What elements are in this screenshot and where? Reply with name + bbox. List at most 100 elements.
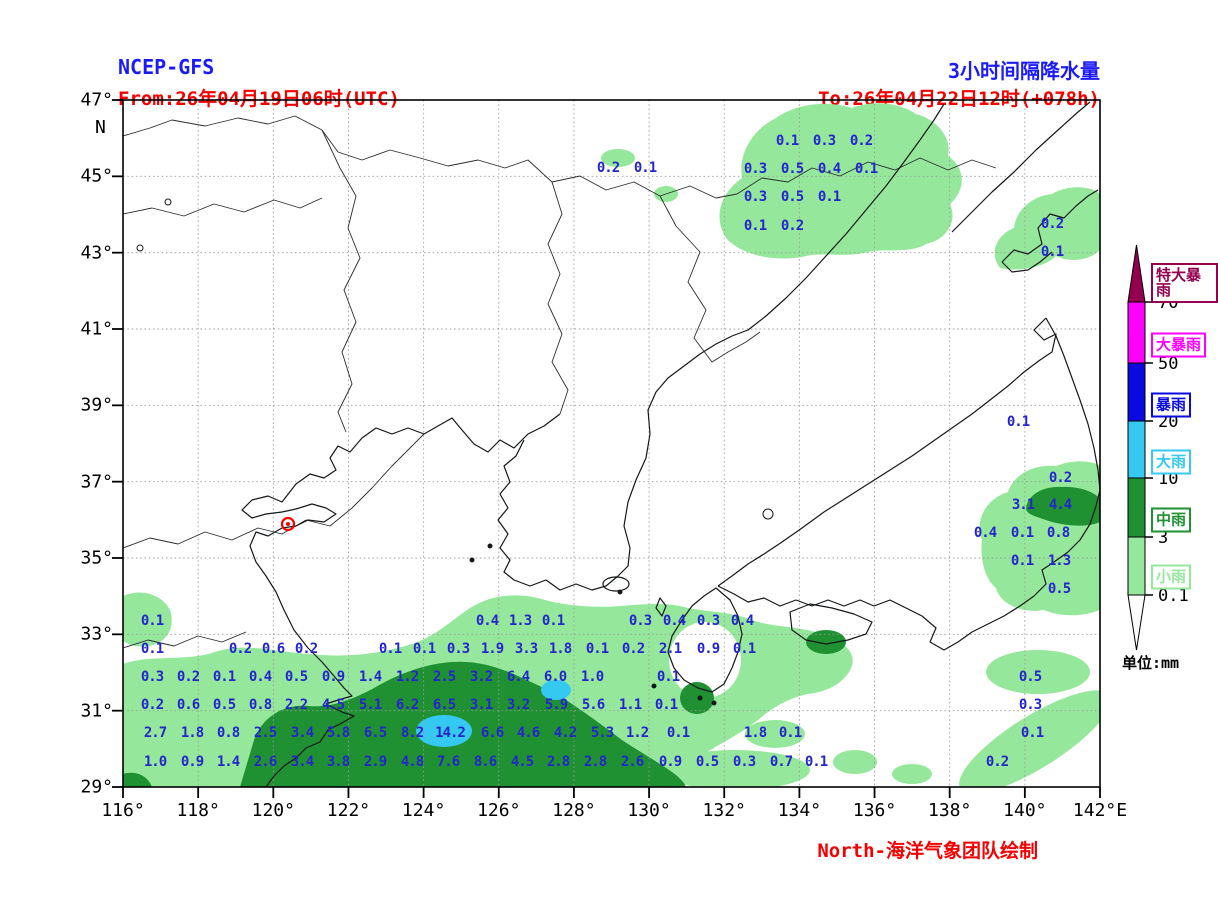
precip-value: 0.9 bbox=[180, 754, 204, 770]
plot-area bbox=[123, 100, 1100, 787]
lat-tick-label: 47° bbox=[80, 89, 113, 111]
precip-value: 3.2 bbox=[506, 697, 530, 713]
precip-value: 0.3 bbox=[812, 133, 836, 149]
precip-value: 0.2 bbox=[1040, 216, 1064, 232]
precip-value: 8.6 bbox=[473, 754, 497, 770]
legend-unit-label: 单位:mm bbox=[1122, 654, 1180, 672]
precip-value: 0.2 bbox=[228, 641, 252, 657]
precip-value: 6.5 bbox=[432, 697, 456, 713]
precip-value: 1.4 bbox=[216, 754, 240, 770]
precip-value: 0.1 bbox=[212, 669, 236, 685]
lon-tick-label: 120° bbox=[251, 800, 295, 821]
precip-value: 3.3 bbox=[514, 641, 538, 657]
precip-value: 6.0 bbox=[543, 669, 567, 685]
precip-value: 0.4 bbox=[973, 525, 997, 541]
precip-value: 0.8 bbox=[216, 725, 240, 741]
precip-value: 0.5 bbox=[284, 669, 308, 685]
lon-tick-label: 142°E bbox=[1072, 800, 1128, 821]
precip-value: 5.8 bbox=[326, 725, 350, 741]
lon-tick-label: 116° bbox=[101, 800, 145, 821]
precip-value: 3.2 bbox=[469, 669, 493, 685]
precip-value: 1.2 bbox=[625, 725, 649, 741]
precip-value: 0.1 bbox=[666, 725, 690, 741]
precip-value: 1.8 bbox=[548, 641, 572, 657]
precip-value: 6.2 bbox=[395, 697, 419, 713]
precip-value: 0.1 bbox=[541, 613, 565, 629]
precip-value: 0.1 bbox=[585, 641, 609, 657]
credit-label: North-海洋气象团队绘制 bbox=[817, 840, 1038, 862]
lat-tick-label: 29° bbox=[80, 776, 113, 798]
precip-value: 0.4 bbox=[248, 669, 272, 685]
precip-value: 0.1 bbox=[854, 161, 878, 177]
precip-value: 0.1 bbox=[804, 754, 828, 770]
precip-value: 0.4 bbox=[475, 613, 499, 629]
lat-tick-label: 45° bbox=[80, 165, 113, 187]
precip-value: 1.1 bbox=[618, 697, 642, 713]
precip-value: 5.3 bbox=[590, 725, 614, 741]
precip-value: 0.2 bbox=[294, 641, 318, 657]
precip-value: 0.2 bbox=[1048, 470, 1072, 486]
precip-value: 1.4 bbox=[358, 669, 382, 685]
lon-tick-label: 122° bbox=[326, 800, 371, 821]
precip-value: 2.6 bbox=[253, 754, 277, 770]
precip-value: 3.1 bbox=[1011, 497, 1035, 513]
lon-tick-label: 138° bbox=[928, 800, 972, 821]
precip-value: 4.6 bbox=[516, 725, 540, 741]
precip-value: 0.3 bbox=[732, 754, 756, 770]
precip-value: 1.0 bbox=[143, 754, 167, 770]
precip-value: 0.1 bbox=[140, 641, 164, 657]
lon-tick-label: 136° bbox=[852, 800, 897, 821]
lon-tick-label: 134° bbox=[777, 800, 822, 821]
legend-class-label: 特大暴雨 bbox=[1151, 263, 1218, 303]
precip-value: 0.1 bbox=[1006, 414, 1030, 430]
valid-from-label: From:26年04月19日06时(UTC) bbox=[118, 88, 400, 110]
legend-class-label: 暴雨 bbox=[1151, 392, 1192, 418]
legend-class-label: 中雨 bbox=[1151, 507, 1192, 533]
legend-class-label: 小雨 bbox=[1151, 564, 1192, 590]
precip-value: 0.7 bbox=[769, 754, 793, 770]
lon-tick-label: 124° bbox=[401, 800, 446, 821]
lon-tick-label: 128° bbox=[552, 800, 596, 821]
precip-value: 0.5 bbox=[695, 754, 719, 770]
precip-value: 0.1 bbox=[1010, 553, 1034, 569]
precip-value: 2.9 bbox=[363, 754, 387, 770]
precip-value: 0.1 bbox=[656, 669, 680, 685]
precip-value: 3.1 bbox=[469, 697, 493, 713]
lon-tick-label: 130° bbox=[627, 800, 671, 821]
precip-value: 0.1 bbox=[378, 641, 402, 657]
precip-value: 2.5 bbox=[432, 669, 456, 685]
lat-tick-label: 33° bbox=[80, 623, 113, 645]
precip-value: 5.6 bbox=[581, 697, 605, 713]
precip-value: 0.1 bbox=[732, 641, 756, 657]
precip-value: 0.6 bbox=[176, 697, 200, 713]
precip-value: 7.6 bbox=[436, 754, 460, 770]
precip-value: 5.1 bbox=[358, 697, 382, 713]
precip-value: 1.2 bbox=[395, 669, 419, 685]
precip-value: 0.1 bbox=[743, 218, 767, 234]
precip-value: 6.4 bbox=[506, 669, 530, 685]
precip-value: 0.9 bbox=[696, 641, 720, 657]
precip-value: 0.3 bbox=[628, 613, 652, 629]
precip-value: 6.6 bbox=[480, 725, 504, 741]
precip-value: 4.4 bbox=[1048, 497, 1072, 513]
precip-value: 0.2 bbox=[985, 754, 1009, 770]
precip-value: 4.5 bbox=[321, 697, 345, 713]
legend-class-label: 大雨 bbox=[1151, 449, 1192, 475]
lat-tick-label: 37° bbox=[80, 471, 113, 493]
precip-value: 0.3 bbox=[743, 161, 767, 177]
precip-value: 0.8 bbox=[1046, 525, 1070, 541]
precip-value: 1.9 bbox=[480, 641, 504, 657]
precip-value: 3.4 bbox=[290, 725, 314, 741]
precip-value: 1.3 bbox=[508, 613, 532, 629]
precip-value: 0.2 bbox=[596, 160, 620, 176]
precip-value: 0.5 bbox=[1047, 581, 1071, 597]
model-label: NCEP-GFS bbox=[118, 55, 215, 79]
precip-value: 0.2 bbox=[621, 641, 645, 657]
lon-tick-label: 126° bbox=[477, 800, 521, 821]
precip-value: 2.6 bbox=[620, 754, 644, 770]
precip-value: 2.8 bbox=[546, 754, 570, 770]
precip-value: 0.8 bbox=[248, 697, 272, 713]
precip-value: 0.2 bbox=[176, 669, 200, 685]
city-marker bbox=[280, 516, 296, 532]
